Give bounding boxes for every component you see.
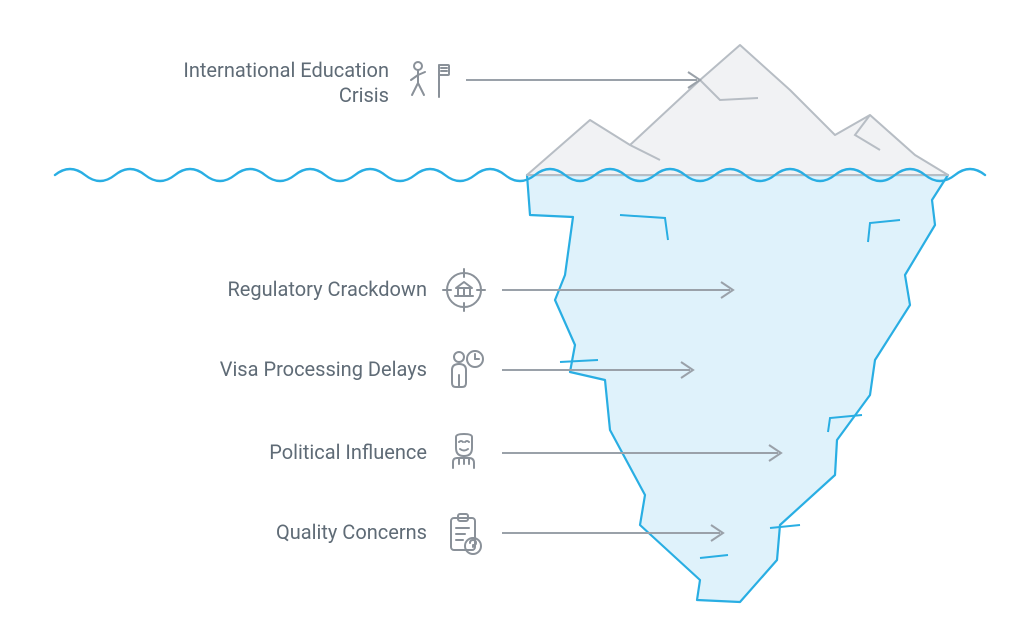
iceberg-svg — [0, 0, 1010, 632]
clipboard-question-icon — [439, 508, 489, 558]
label-regulatory: Regulatory Crackdown — [227, 277, 427, 302]
label-quality: Quality Concerns — [276, 520, 427, 545]
label-political: Political Influence — [269, 440, 427, 465]
iceberg-diagram: International Education Crisis Regulator… — [0, 0, 1010, 632]
label-above: International Education Crisis — [183, 58, 389, 108]
target-gov-icon — [439, 265, 489, 315]
person-sign-icon — [403, 55, 453, 105]
iceberg-below — [527, 175, 948, 602]
label-visa: Visa Processing Delays — [220, 357, 427, 382]
mask-hand-icon — [439, 428, 489, 478]
iceberg-above — [527, 45, 948, 175]
person-clock-icon — [439, 345, 489, 395]
